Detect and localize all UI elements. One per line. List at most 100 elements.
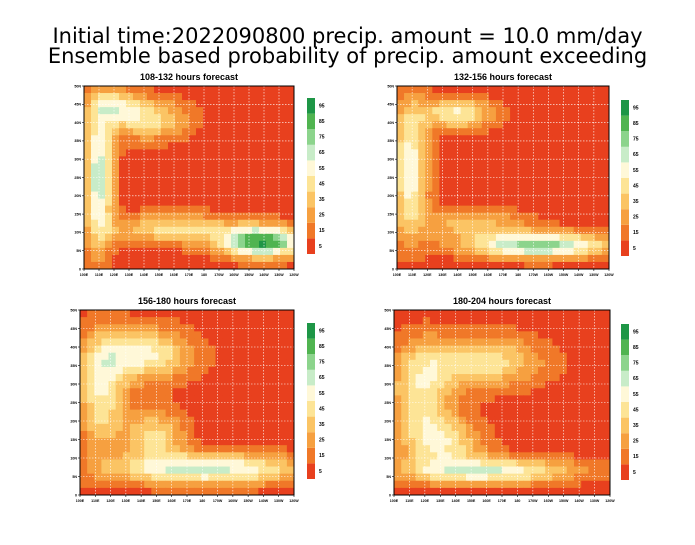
- field-cell: [408, 416, 416, 425]
- field-cell: [453, 205, 461, 214]
- field-cell: [517, 156, 525, 164]
- field-cell: [101, 366, 109, 375]
- field-cell: [545, 86, 553, 94]
- field-cell: [187, 480, 195, 489]
- field-cell: [280, 212, 288, 221]
- field-cell: [175, 135, 183, 143]
- field-cell: [573, 184, 582, 192]
- field-cell: [231, 240, 239, 249]
- field-cell: [594, 226, 603, 235]
- field-cell: [175, 149, 183, 157]
- field-cell: [566, 149, 575, 157]
- field-cell: [588, 459, 596, 467]
- field-cell: [119, 233, 127, 242]
- field-cell: [530, 388, 539, 396]
- field-cell: [175, 107, 183, 115]
- field-cell: [397, 191, 405, 200]
- field-cell: [458, 487, 467, 496]
- field-cell: [126, 240, 134, 249]
- field-cell: [494, 331, 503, 339]
- field-cell: [437, 473, 445, 482]
- field-cell: [217, 100, 225, 108]
- field-cell: [259, 86, 267, 94]
- field-cell: [587, 254, 596, 263]
- field-cell: [566, 205, 575, 214]
- field-cell: [258, 317, 266, 325]
- field-cell: [229, 480, 238, 489]
- y-tick-label: 30N: [387, 158, 394, 162]
- field-cell: [488, 170, 497, 178]
- field-cell: [137, 395, 145, 403]
- field-cell: [574, 480, 582, 489]
- field-cell: [91, 198, 99, 207]
- field-cell: [595, 366, 604, 375]
- field-cell: [458, 438, 467, 446]
- field-cell: [474, 205, 483, 214]
- field-cell: [165, 409, 174, 418]
- field-cell: [272, 459, 281, 467]
- field-cell: [594, 261, 603, 270]
- field-cell: [503, 198, 511, 207]
- field-cell: [517, 114, 525, 122]
- field-cell: [115, 416, 124, 425]
- field-cell: [137, 459, 145, 467]
- y-tick-label: 45N: [70, 327, 77, 331]
- field-cell: [179, 345, 188, 354]
- field-cell: [119, 142, 127, 150]
- field-cell: [524, 247, 532, 256]
- field-cell: [481, 156, 490, 164]
- field-cell: [573, 205, 582, 214]
- field-cell: [187, 402, 195, 411]
- field-cell: [229, 466, 238, 475]
- field-cell: [524, 121, 532, 129]
- field-cell: [495, 191, 504, 200]
- field-cell: [280, 254, 288, 263]
- field-cell: [574, 452, 582, 460]
- field-cell: [425, 177, 433, 185]
- field-cell: [224, 205, 232, 214]
- field-cell: [280, 100, 288, 108]
- field-cell: [201, 487, 209, 496]
- field-cell: [453, 142, 461, 150]
- field-cell: [460, 156, 469, 164]
- field-cell: [466, 409, 474, 418]
- field-cell: [408, 487, 416, 496]
- field-cell: [437, 487, 445, 496]
- field-cell: [147, 205, 155, 214]
- field-cell: [574, 430, 582, 439]
- field-cell: [133, 93, 141, 101]
- field-cell: [594, 156, 603, 164]
- field-cell: [172, 423, 181, 432]
- field-cell: [140, 114, 148, 122]
- field-cell: [425, 121, 433, 129]
- field-cell: [474, 156, 483, 164]
- field-cell: [566, 254, 575, 263]
- field-cell: [411, 107, 419, 115]
- field-cell: [408, 366, 416, 375]
- field-cell: [196, 191, 204, 200]
- field-cell: [210, 170, 218, 178]
- field-cell: [460, 184, 469, 192]
- field-cell: [158, 345, 166, 354]
- field-cell: [98, 170, 106, 178]
- field-cell: [98, 100, 106, 108]
- field-cell: [397, 254, 405, 263]
- field-cell: [147, 177, 155, 185]
- field-cell: [503, 100, 511, 108]
- field-cell: [251, 402, 259, 411]
- field-cell: [238, 156, 246, 164]
- field-cell: [87, 487, 95, 496]
- field-cell: [516, 352, 524, 361]
- field-cell: [279, 409, 288, 418]
- field-cell: [401, 416, 409, 425]
- field-cell: [601, 261, 610, 270]
- field-cell: [587, 149, 596, 157]
- field-cell: [552, 233, 560, 242]
- field-cell: [137, 445, 145, 453]
- colorbar-label: 55: [319, 391, 325, 397]
- field-cell: [595, 395, 604, 403]
- field-cell: [224, 93, 232, 101]
- field-cell: [108, 345, 117, 354]
- field-cell: [259, 226, 267, 235]
- field-cell: [119, 93, 127, 101]
